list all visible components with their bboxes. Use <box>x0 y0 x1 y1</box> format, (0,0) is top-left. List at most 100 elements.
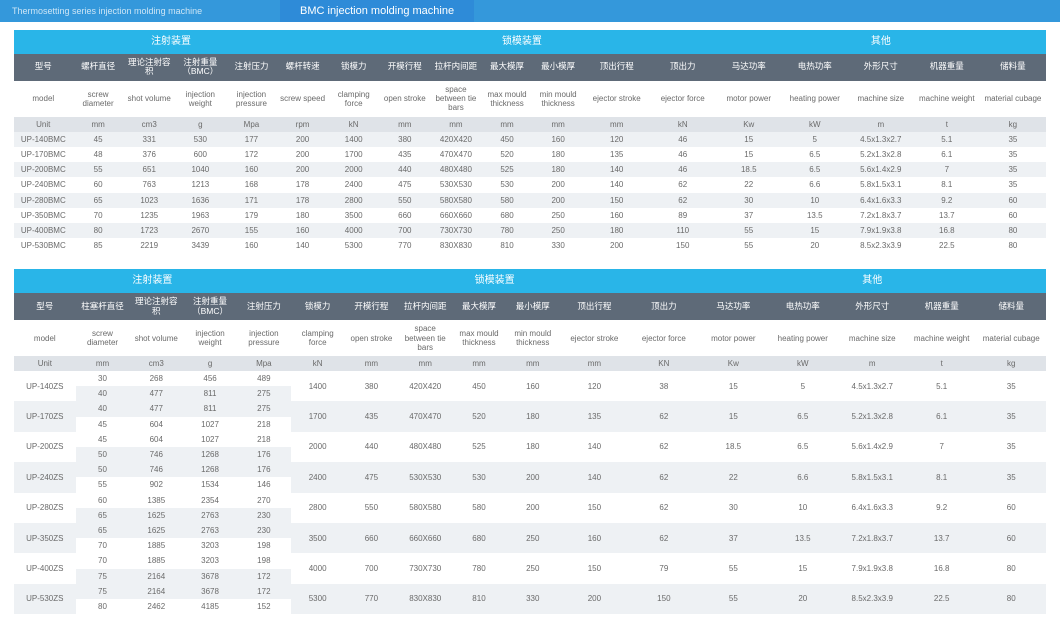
h-injweight-en: injection weight <box>175 81 226 117</box>
cell: 2670 <box>175 223 226 238</box>
h-openstroke-en: open stroke <box>345 320 399 356</box>
h-heat-cn: 电热功率 <box>768 293 837 321</box>
cell: 160 <box>226 238 277 253</box>
u-mm: mm <box>506 356 560 371</box>
cell: 150 <box>560 553 629 583</box>
cell: 6.5 <box>768 432 837 462</box>
u-mm: mm <box>481 117 532 132</box>
cell: 746 <box>129 462 183 477</box>
h-injpress-cn: 注射压力 <box>226 54 277 82</box>
cell: 3678 <box>183 569 237 584</box>
cell: UP-240BMC <box>14 177 73 192</box>
cell: 830X830 <box>430 238 481 253</box>
cell: 218 <box>237 432 291 447</box>
h-openstroke-cn: 开模行程 <box>379 54 430 82</box>
cell: 230 <box>237 508 291 523</box>
cell-model: UP-280ZS <box>14 493 76 523</box>
cell: 2219 <box>124 238 175 253</box>
cell: 330 <box>533 238 584 253</box>
cell: 6.5 <box>768 401 837 431</box>
cell: 15 <box>716 132 782 147</box>
h-machweight-en: machine weight <box>914 81 980 117</box>
cell: 275 <box>237 401 291 416</box>
cell: 45 <box>76 417 130 432</box>
h-injweight-en: injection weight <box>183 320 237 356</box>
cell: 62 <box>629 462 699 492</box>
u-cm3: cm3 <box>129 356 183 371</box>
cell: 811 <box>183 401 237 416</box>
cell: 160 <box>584 208 650 223</box>
cell: 168 <box>226 177 277 192</box>
cell: 550 <box>379 193 430 208</box>
h-clamp-cn: 锁模力 <box>291 293 345 321</box>
h-openstroke-en: open stroke <box>379 81 430 117</box>
cell: 480X480 <box>430 162 481 177</box>
cell: 456 <box>183 371 237 386</box>
cell: 1040 <box>175 162 226 177</box>
cell: 6.1 <box>914 147 980 162</box>
cell: 172 <box>237 569 291 584</box>
table-row: UP-530ZS75216436781725300770830X83081033… <box>14 584 1046 599</box>
zs-table: 注射装置 锁模装置 其他 型号 柱塞杆直径 理论注射容积 注射重量（BMC） 注… <box>14 269 1046 614</box>
cell: 525 <box>452 432 506 462</box>
cell: 580 <box>452 493 506 523</box>
cell: 176 <box>237 447 291 462</box>
cell: 160 <box>533 132 584 147</box>
h-model-cn: 型号 <box>14 293 76 321</box>
en-header-row: model screw diameter shot volume injecti… <box>14 320 1046 356</box>
cell: 2000 <box>291 432 345 462</box>
cell: 700 <box>345 553 399 583</box>
h-injweight-cn: 注射重量（BMC） <box>175 54 226 82</box>
cell: 60 <box>980 208 1046 223</box>
cell: 4000 <box>328 223 379 238</box>
u-mm: mm <box>584 117 650 132</box>
h-machweight-en: machine weight <box>907 320 976 356</box>
cell: 160 <box>560 523 629 553</box>
cell: UP-280BMC <box>14 193 73 208</box>
top-bar: Thermosetting series injection molding m… <box>0 0 1060 22</box>
table-row: UP-170ZS404778112751700435470X4705201801… <box>14 401 1046 416</box>
cell-model: UP-170ZS <box>14 401 76 431</box>
cell: 198 <box>237 538 291 553</box>
cell: 200 <box>277 147 328 162</box>
cell: 46 <box>650 147 716 162</box>
bmc-table: 注射装置 锁模装置 其他 型号 螺杆直径 理论注射容积 注射重量（BMC） 注射… <box>14 30 1046 253</box>
cell: 60 <box>976 493 1046 523</box>
cell: 1700 <box>328 147 379 162</box>
cell: 660 <box>345 523 399 553</box>
cell: 120 <box>560 371 629 401</box>
cell: 80 <box>73 223 124 238</box>
cell: 2462 <box>129 599 183 614</box>
cell: 46 <box>650 132 716 147</box>
cell: 62 <box>629 432 699 462</box>
cell: 7.9x1.9x3.8 <box>848 223 914 238</box>
cell: 2164 <box>129 569 183 584</box>
cell: 435 <box>379 147 430 162</box>
cell: 155 <box>226 223 277 238</box>
h-clamp-cn: 锁模力 <box>328 54 379 82</box>
cell: 10 <box>768 493 837 523</box>
cell: 250 <box>533 208 584 223</box>
u-unit: Unit <box>14 117 73 132</box>
cell: 1636 <box>175 193 226 208</box>
cell: 30 <box>716 193 782 208</box>
table-row: UP-200ZS4560410272182000440480X480525180… <box>14 432 1046 447</box>
cell: 40 <box>76 386 130 401</box>
cell: 440 <box>379 162 430 177</box>
cell: 1213 <box>175 177 226 192</box>
unit-row: Unit mm cm3 g Mpa rpm kN mm mm mm mm mm … <box>14 117 1046 132</box>
h-machweight-cn: 机器重量 <box>907 293 976 321</box>
cell: 79 <box>629 553 699 583</box>
cell: 60 <box>73 177 124 192</box>
cell: 1885 <box>129 538 183 553</box>
cell: 6.6 <box>768 462 837 492</box>
cell: 48 <box>73 147 124 162</box>
cell: 200 <box>584 238 650 253</box>
cell: UP-200BMC <box>14 162 73 177</box>
series-label: Thermosetting series injection molding m… <box>0 6 280 16</box>
table-row: UP-400ZS70188532031984000700730X73078025… <box>14 553 1046 568</box>
u-kW: kW <box>782 117 848 132</box>
zs-body: UP-140ZS302684564891400380420X4204501601… <box>14 371 1046 614</box>
cell: 250 <box>506 523 560 553</box>
cell: 2800 <box>328 193 379 208</box>
